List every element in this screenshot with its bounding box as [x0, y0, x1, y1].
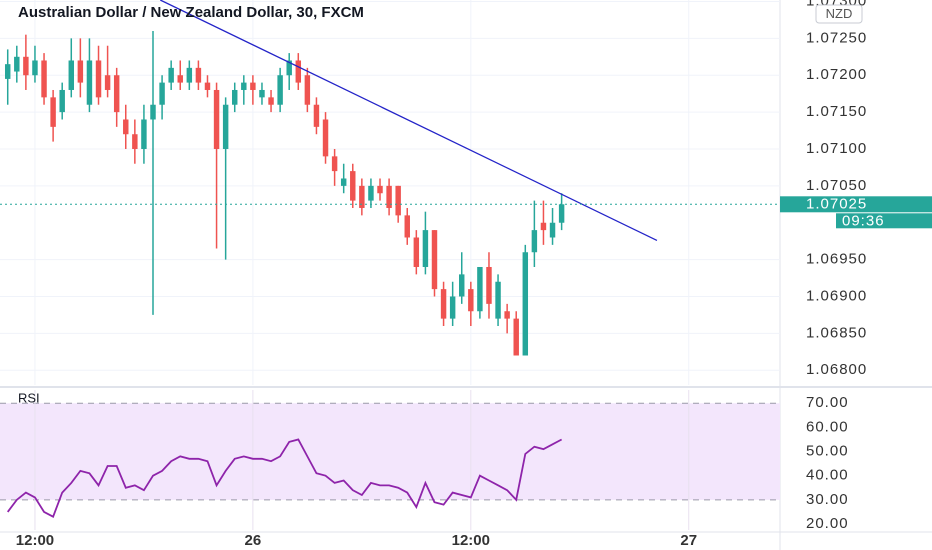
candle-body	[322, 119, 329, 157]
candle-body	[286, 60, 292, 76]
y-tick-label: 1.06900	[806, 287, 867, 304]
candle-body	[141, 119, 147, 149]
trend-line	[159, 0, 658, 242]
countdown-box	[836, 213, 932, 229]
candle-body	[404, 215, 410, 238]
candle-body	[4, 64, 11, 79]
candle-body	[204, 82, 211, 90]
candle-body	[150, 104, 156, 120]
candle-body	[513, 318, 519, 356]
candle-body	[313, 104, 320, 127]
candle-body	[113, 75, 120, 113]
candle-body	[177, 75, 183, 83]
x-tick-label: 26	[245, 532, 262, 549]
currency-label: NZD	[826, 6, 853, 21]
candle-body	[77, 60, 84, 83]
candle-body	[195, 67, 202, 83]
rsi-band	[0, 403, 780, 500]
candle-body	[32, 60, 38, 76]
y-tick-label: 1.06850	[806, 324, 867, 341]
x-tick-label: 27	[680, 532, 697, 549]
candle-body	[468, 289, 474, 312]
candle-body	[123, 119, 129, 135]
candle-body	[549, 222, 556, 238]
last-price-box	[780, 196, 932, 213]
candle-body	[340, 178, 347, 186]
candle-body	[222, 104, 229, 149]
candle-body	[104, 75, 111, 90]
y-tick-label: 70.00	[806, 394, 849, 411]
candle-body	[295, 60, 302, 83]
y-tick-label: 60.00	[806, 418, 849, 435]
candle-body	[377, 185, 383, 194]
candle-body	[213, 89, 220, 149]
candle-body	[395, 185, 401, 216]
candle-body	[422, 230, 429, 267]
candle-body	[23, 56, 29, 76]
candle-body	[431, 230, 438, 290]
candle-body	[59, 89, 65, 113]
candle-body	[159, 82, 165, 105]
candle-body	[277, 75, 283, 105]
y-tick-label: 40.00	[806, 467, 849, 484]
candle-body	[232, 89, 238, 105]
candle-body	[14, 56, 20, 72]
candle-body	[359, 185, 365, 208]
candle-body	[95, 60, 102, 98]
candle-body	[449, 296, 456, 319]
x-tick-label: 12:00	[452, 532, 490, 549]
candle-body	[259, 89, 265, 98]
candle-body	[368, 185, 374, 201]
countdown-label: 09:36	[842, 212, 885, 229]
last-price-label: 1.07025	[806, 195, 867, 212]
candle-body	[558, 204, 565, 223]
candle-body	[477, 266, 483, 312]
currency-badge	[815, 4, 863, 24]
candle-body	[350, 171, 356, 201]
y-tick-label: 30.00	[806, 491, 849, 508]
candle-body	[250, 82, 256, 90]
candle-body	[495, 281, 501, 319]
x-tick-label: 12:00	[16, 532, 54, 549]
candle-body	[68, 60, 75, 90]
y-tick-label: 20.00	[806, 515, 849, 532]
candle-body	[540, 222, 547, 231]
candle-body	[459, 274, 465, 297]
candle-body	[522, 252, 529, 356]
candle-body	[132, 134, 138, 149]
y-tick-label: 1.06800	[806, 361, 867, 378]
candle-body	[50, 97, 56, 127]
candle-body	[268, 97, 274, 105]
candle-body	[331, 156, 338, 172]
y-tick-label: 1.06950	[806, 251, 867, 268]
candle-body	[86, 60, 93, 105]
candle-body	[168, 67, 174, 83]
y-tick-label: 1.07250	[806, 29, 867, 46]
candle-body	[386, 185, 392, 208]
y-tick-label: 1.07100	[806, 140, 867, 157]
rsi-line	[6, 438, 563, 518]
y-tick-label: 1.07200	[806, 66, 867, 83]
y-tick-label: 1.07050	[806, 177, 867, 194]
candle-body	[531, 230, 538, 253]
candle-body	[186, 67, 193, 83]
y-tick-label: 50.00	[806, 443, 849, 460]
chart-title: Australian Dollar / New Zealand Dollar, …	[18, 4, 364, 21]
candle-body	[304, 75, 311, 105]
y-tick-label: 1.07150	[806, 103, 867, 120]
candle-body	[440, 289, 447, 319]
candle-body	[41, 60, 47, 98]
candle-body	[241, 82, 247, 90]
candle-body	[504, 311, 510, 319]
candle-body	[486, 266, 492, 304]
candle-body	[413, 237, 420, 267]
rsi-title: RSI	[18, 390, 40, 405]
